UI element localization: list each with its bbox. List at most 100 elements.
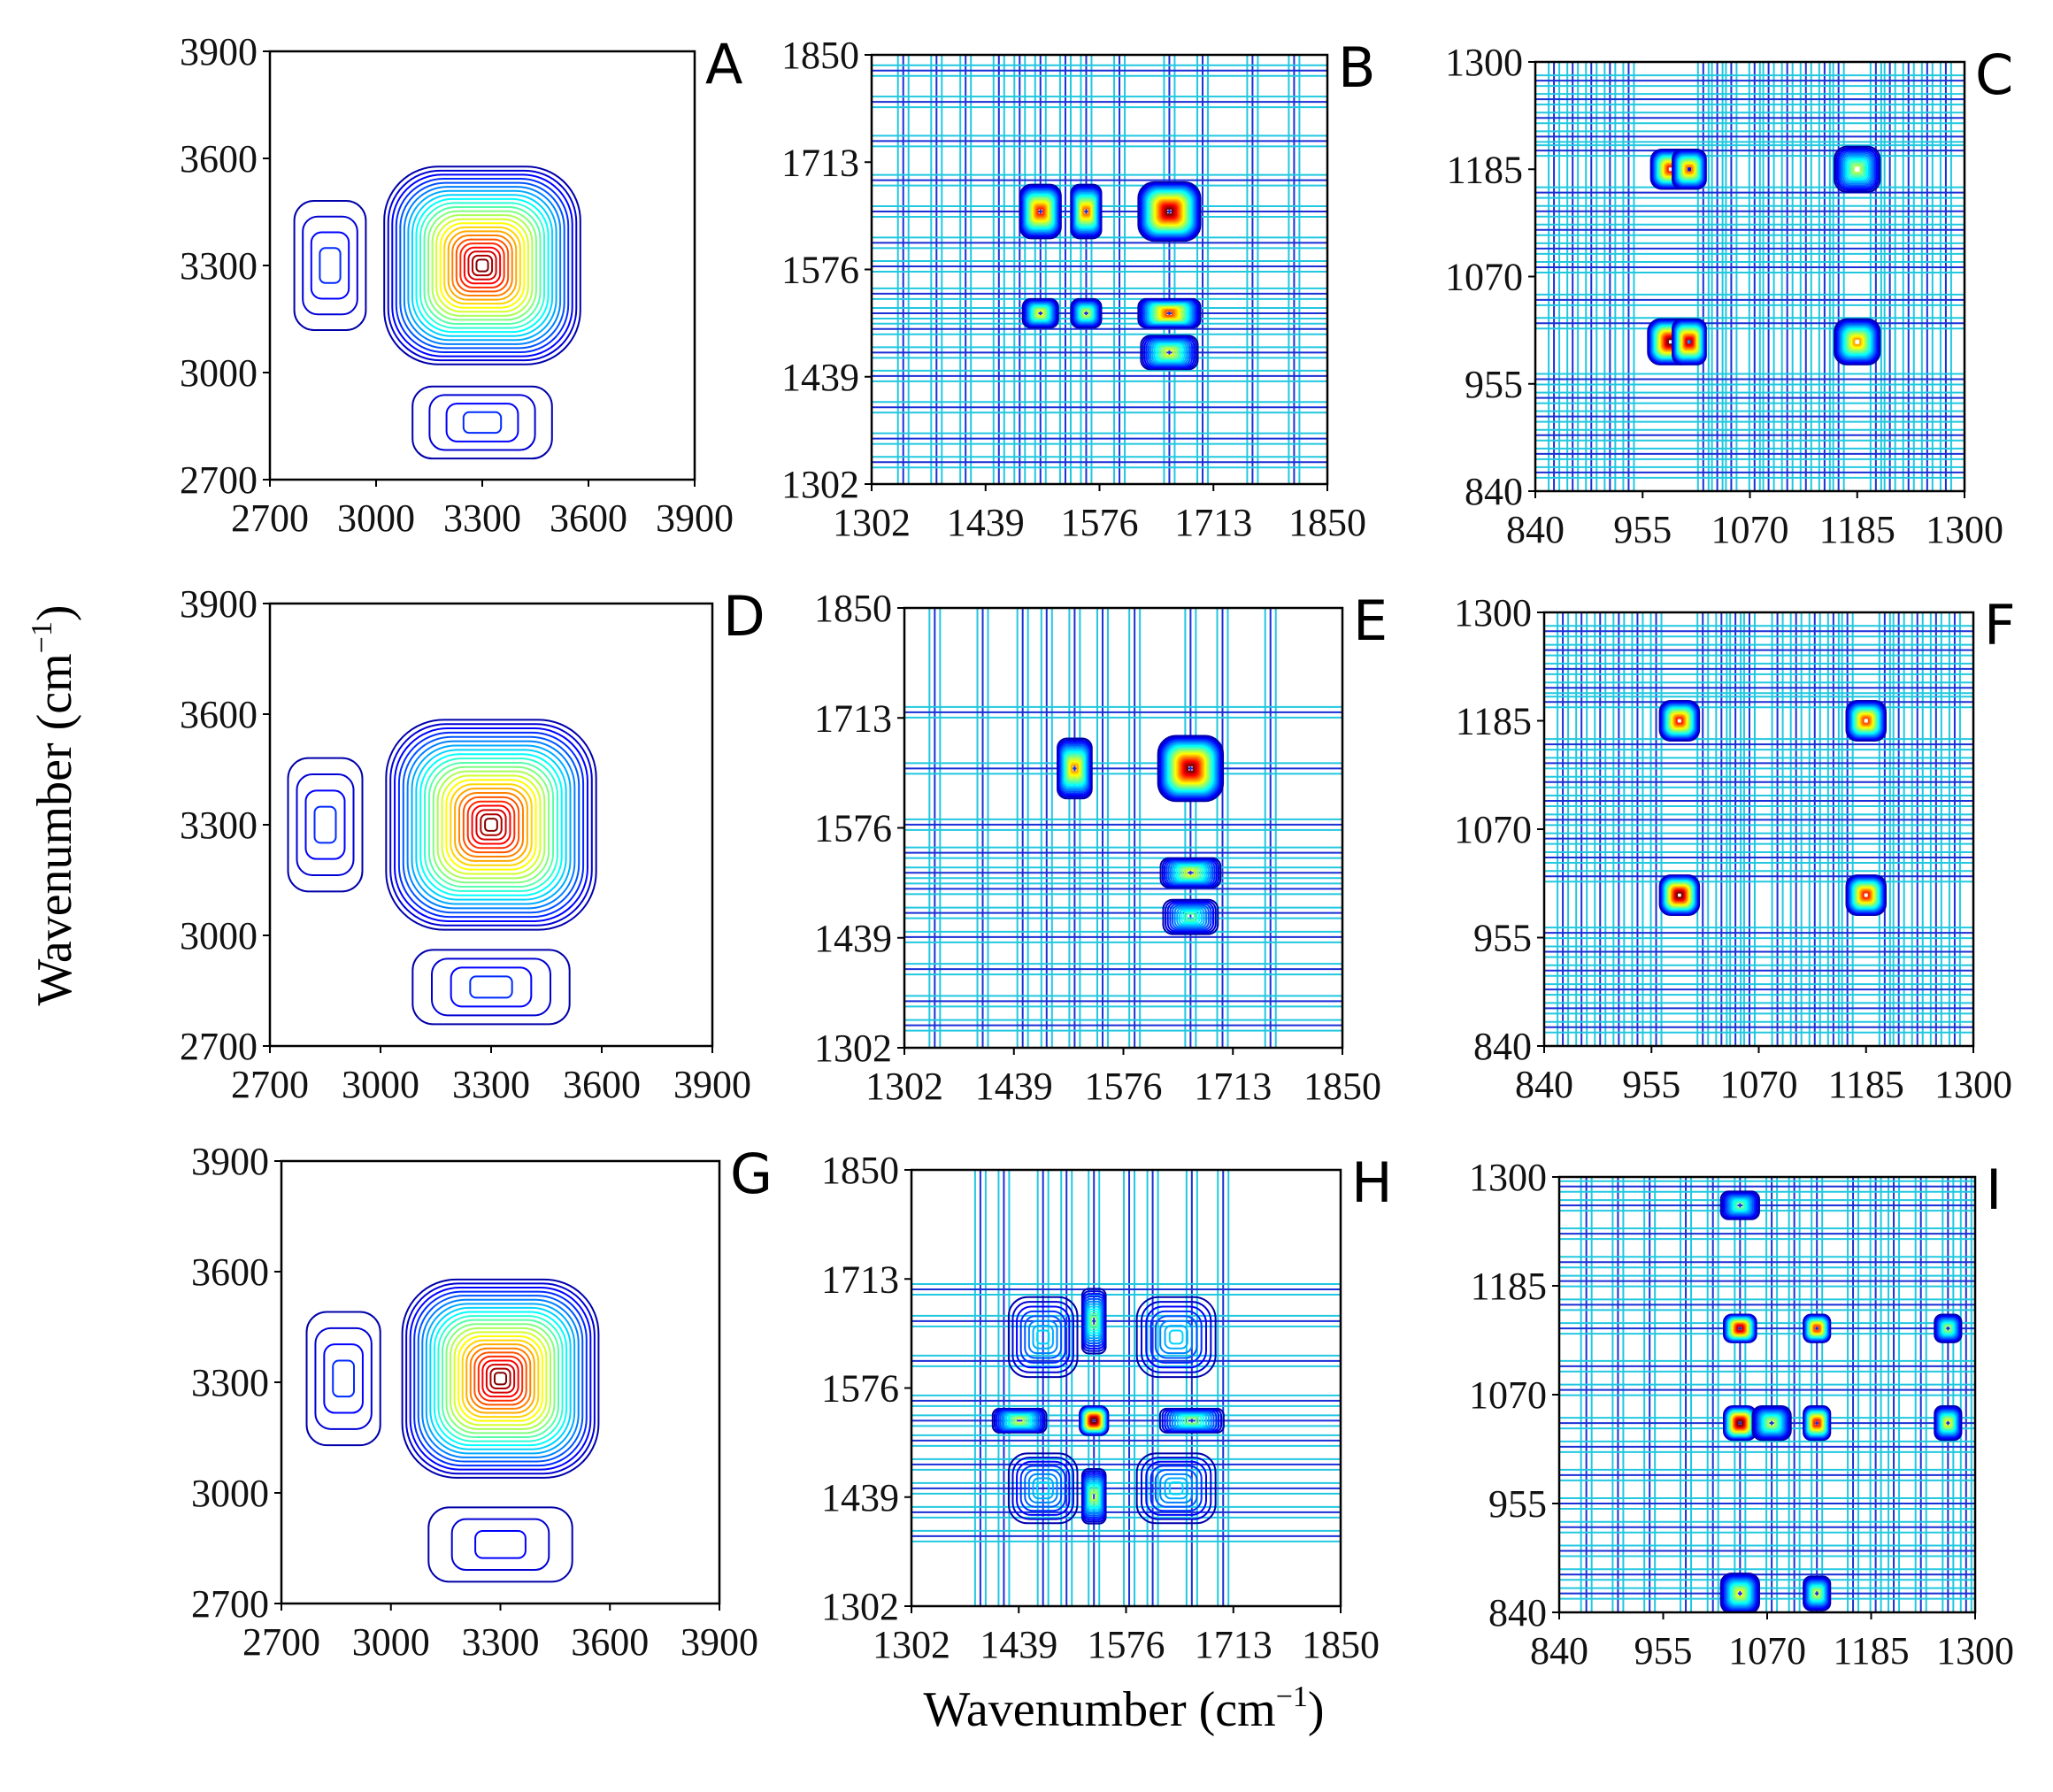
contour-line — [1072, 300, 1101, 327]
contour-line — [1061, 745, 1088, 791]
y-tick-label: 1300 — [1445, 41, 1523, 84]
contour-line — [1080, 307, 1092, 319]
contour-line — [1007, 1296, 1079, 1379]
y-tick-label: 1070 — [1454, 808, 1532, 851]
contour-line — [451, 235, 513, 296]
contour-line — [1161, 204, 1177, 219]
x-tick-label: 1439 — [975, 1065, 1053, 1108]
contour-line — [1025, 191, 1057, 232]
contour-line — [1861, 890, 1871, 900]
contour-line — [469, 975, 513, 999]
contour-line — [1032, 1477, 1054, 1500]
contour-line — [445, 779, 537, 871]
contour-line — [1847, 702, 1885, 740]
contour-line — [1150, 1465, 1203, 1512]
contour-line — [1937, 1318, 1959, 1340]
y-tick-label: 3600 — [180, 137, 258, 181]
contour-line — [409, 1287, 592, 1471]
contour-line — [1186, 764, 1195, 773]
contour-line — [1172, 862, 1210, 883]
contour-line — [437, 1315, 564, 1442]
plot-frame — [903, 606, 1344, 1050]
contour-line — [1723, 1192, 1757, 1219]
contour-line — [1019, 1465, 1066, 1512]
contour-line — [1735, 1201, 1745, 1210]
contour-line — [1851, 706, 1880, 735]
contour-line — [1183, 868, 1197, 878]
contour-line — [1812, 1588, 1822, 1599]
x-tick-label: 1850 — [1302, 1623, 1380, 1666]
contour-line — [1181, 759, 1200, 778]
contour-line — [1165, 859, 1216, 886]
contour-line — [1159, 202, 1180, 221]
contour-line — [1150, 1310, 1203, 1364]
contour-line — [399, 181, 565, 350]
contour-line — [1686, 165, 1693, 173]
contour-line — [1147, 190, 1192, 233]
panel-label: H — [1351, 1150, 1393, 1215]
panel-label: A — [705, 32, 742, 96]
y-tick-label: 2700 — [180, 458, 258, 502]
contour-line — [1033, 202, 1049, 221]
contour-line — [1729, 1582, 1750, 1604]
contour-line — [450, 1518, 550, 1571]
x-tick-label: 1302 — [873, 1623, 950, 1666]
contour-line — [463, 246, 502, 285]
y-tick-label: 1850 — [821, 1149, 899, 1192]
contour-line — [1154, 197, 1185, 226]
contour-line — [389, 723, 593, 927]
contour-line — [1660, 702, 1699, 740]
x-tick-label: 955 — [1634, 1629, 1693, 1673]
contour-line — [1766, 1418, 1778, 1428]
contour-line — [1731, 1584, 1749, 1603]
contour-line — [1057, 739, 1092, 798]
plot-frame — [1542, 611, 1975, 1048]
contour-line — [1662, 704, 1697, 738]
y-tick-label: 840 — [1488, 1591, 1547, 1634]
contour-line — [447, 230, 518, 301]
contour-line — [1835, 320, 1879, 364]
contour-line — [1853, 707, 1880, 734]
contour-line — [441, 1319, 560, 1438]
contour-line — [1650, 150, 1691, 189]
contour-line — [1860, 715, 1872, 727]
x-tick-label: 1070 — [1711, 508, 1789, 551]
contour-line — [1725, 1194, 1756, 1218]
contour-line — [1938, 1319, 1957, 1339]
contour-line — [1173, 864, 1208, 882]
y-tick-label: 1302 — [814, 1027, 892, 1070]
contour-line — [1857, 711, 1876, 731]
y-tick-label: 3000 — [180, 351, 258, 395]
contour-line — [424, 758, 558, 892]
contour-line — [1183, 911, 1198, 923]
x-tick-label: 1300 — [1926, 508, 2003, 551]
contour-line — [1163, 205, 1176, 218]
contour-line — [1157, 734, 1225, 803]
contour-line — [1078, 305, 1095, 321]
y-tick-label: 3000 — [191, 1472, 269, 1515]
y-tick-label: 1439 — [821, 1476, 899, 1519]
y-tick-label: 1185 — [1456, 700, 1532, 743]
contour-line — [395, 178, 570, 353]
contour-line — [1838, 323, 1876, 361]
panel-H-contours — [911, 1170, 1341, 1606]
x-tick-label: 1439 — [947, 501, 1025, 544]
y-tick-label: 1302 — [821, 1585, 899, 1628]
contour-line — [1031, 200, 1050, 223]
contour-line — [1943, 1323, 1953, 1334]
contour-line — [432, 765, 550, 884]
contour-line — [1732, 1199, 1748, 1211]
y-tick-label: 955 — [1465, 363, 1523, 406]
contour-line — [1838, 150, 1876, 188]
contour-line — [1150, 194, 1188, 229]
contour-line — [1936, 1316, 1960, 1341]
contour-line — [1020, 186, 1060, 237]
panel-label: I — [1986, 1157, 2002, 1222]
plot-frame — [280, 1159, 721, 1605]
y-tick-label: 1185 — [1471, 1265, 1547, 1308]
contour-line — [1014, 1417, 1025, 1425]
contour-line — [1032, 201, 1050, 222]
contour-line — [1019, 1310, 1066, 1364]
contour-line — [1057, 737, 1093, 800]
